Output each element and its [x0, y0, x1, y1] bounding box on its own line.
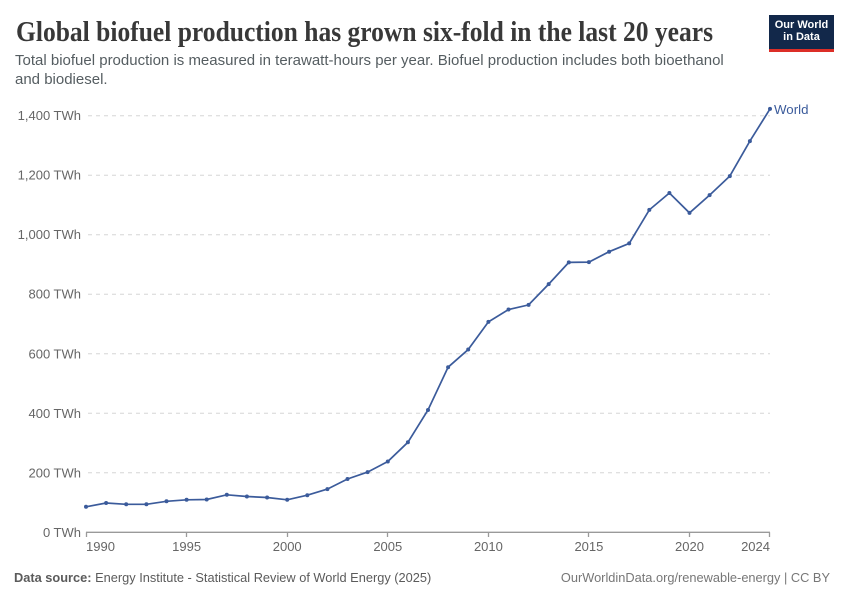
svg-text:2000: 2000: [273, 539, 302, 554]
svg-text:2010: 2010: [474, 539, 503, 554]
svg-text:200 TWh: 200 TWh: [28, 465, 81, 480]
svg-text:1995: 1995: [172, 539, 201, 554]
svg-text:2024: 2024: [741, 539, 770, 554]
svg-text:2005: 2005: [373, 539, 402, 554]
svg-text:800 TWh: 800 TWh: [28, 287, 81, 302]
svg-text:0 TWh: 0 TWh: [43, 525, 81, 540]
svg-text:1,400 TWh: 1,400 TWh: [18, 108, 81, 123]
svg-text:2020: 2020: [675, 539, 704, 554]
svg-text:400 TWh: 400 TWh: [28, 406, 81, 421]
svg-text:1,200 TWh: 1,200 TWh: [18, 168, 81, 183]
svg-text:2015: 2015: [574, 539, 603, 554]
svg-text:600 TWh: 600 TWh: [28, 346, 81, 361]
svg-text:1990: 1990: [86, 539, 115, 554]
svg-text:World: World: [774, 102, 808, 117]
svg-text:1,000 TWh: 1,000 TWh: [18, 227, 81, 242]
